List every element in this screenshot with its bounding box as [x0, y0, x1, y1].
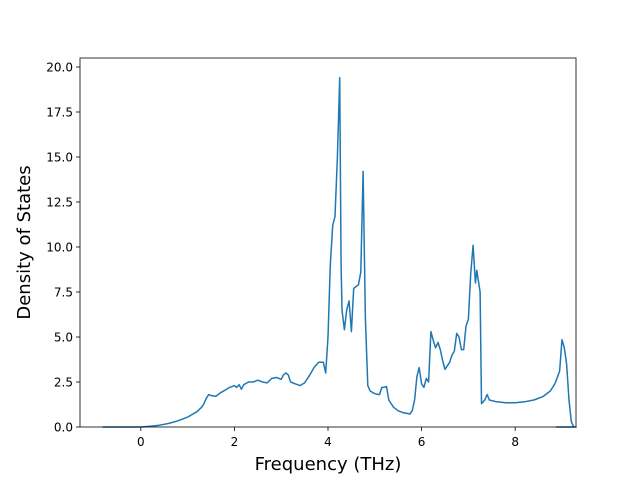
dos-series-line [102, 77, 577, 428]
y-tick-label: 7.5 [54, 286, 73, 300]
y-tick-label: 0.0 [54, 421, 73, 435]
x-tick-label: 6 [418, 435, 426, 449]
x-axis-label: Frequency (THz) [255, 454, 402, 475]
y-tick-label: 20.0 [46, 61, 73, 75]
y-tick-label: 15.0 [46, 151, 73, 165]
y-axis-label: Density of States [14, 165, 35, 319]
y-axis-ticks: 0.0 2.5 5.0 7.5 10.0 12.5 15.0 17.5 20.0 [46, 61, 80, 435]
plot-area-background [80, 58, 576, 427]
y-tick-label: 17.5 [46, 106, 73, 120]
x-tick-label: 2 [231, 435, 239, 449]
x-tick-label: 4 [324, 435, 332, 449]
y-tick-label: 2.5 [54, 376, 73, 390]
x-axis-ticks: 0 2 4 6 8 [137, 427, 519, 449]
x-tick-label: 8 [511, 435, 519, 449]
y-tick-label: 5.0 [54, 331, 73, 345]
plot-frame [79, 57, 577, 428]
x-tick-label: 0 [137, 435, 145, 449]
y-tick-label: 12.5 [46, 196, 73, 210]
y-tick-label: 10.0 [46, 241, 73, 255]
